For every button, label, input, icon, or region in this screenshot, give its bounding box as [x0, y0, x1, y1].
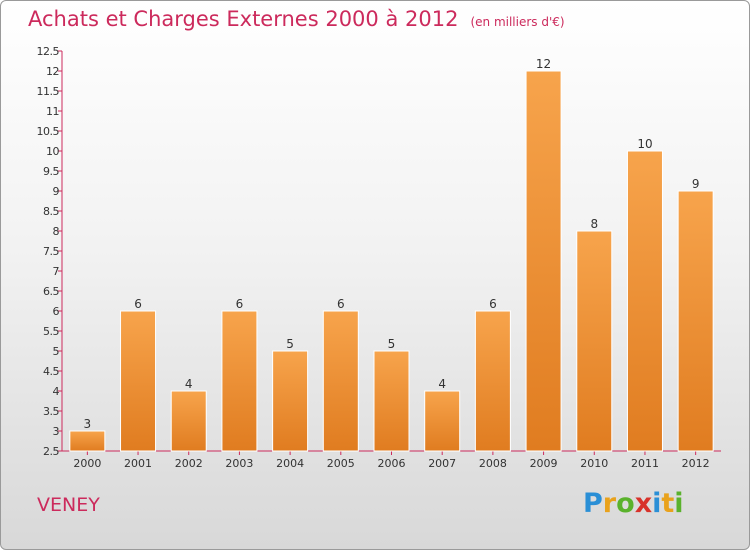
- x-tick-label: 2010: [580, 457, 608, 470]
- x-tick-label: 2009: [530, 457, 558, 470]
- bar: [424, 390, 461, 452]
- bar: [626, 150, 663, 452]
- y-tick-label: 12.5: [37, 45, 60, 58]
- bar: [120, 310, 157, 452]
- y-tick-label: 6: [53, 305, 60, 318]
- bar: [221, 310, 258, 452]
- x-tick-label: 2006: [378, 457, 406, 470]
- data-label: 4: [185, 377, 193, 391]
- y-tick-label: 4.5: [43, 365, 59, 378]
- x-tick-label: 2011: [631, 457, 659, 470]
- bar: [677, 190, 714, 452]
- y-tick-label: 4: [53, 385, 60, 398]
- data-label: 12: [536, 57, 551, 71]
- y-tick-label: 7: [53, 265, 60, 278]
- data-label: 10: [637, 137, 652, 151]
- bar: [373, 350, 410, 452]
- chart-subtitle: (en milliers d'€): [470, 15, 565, 29]
- bar: [272, 350, 309, 452]
- y-tick-label: 10.5: [37, 125, 60, 138]
- x-tick-label: 2003: [225, 457, 253, 470]
- bar: [474, 310, 511, 452]
- y-tick-label: 5: [53, 345, 60, 358]
- data-label: 5: [286, 337, 294, 351]
- x-tick-label: 2000: [73, 457, 101, 470]
- data-label: 6: [337, 297, 345, 311]
- y-tick-label: 3: [53, 425, 60, 438]
- bar: [69, 430, 106, 452]
- y-tick-label: 8: [53, 225, 60, 238]
- y-tick-label: 9: [53, 185, 60, 198]
- bar: [322, 310, 359, 452]
- data-label: 6: [134, 297, 142, 311]
- data-label: 6: [236, 297, 244, 311]
- y-tick-label: 9.5: [43, 165, 59, 178]
- y-tick-label: 7.5: [43, 245, 59, 258]
- chart-title: Achats et Charges Externes 2000 à 2012 (e…: [28, 7, 565, 31]
- x-tick-label: 2002: [175, 457, 203, 470]
- x-tick-label: 2008: [479, 457, 507, 470]
- data-label: 6: [489, 297, 497, 311]
- logo-letter: r: [602, 488, 617, 519]
- logo-letter: o: [616, 488, 635, 519]
- y-tick-label: 11: [46, 105, 59, 118]
- x-tick-label: 2001: [124, 457, 152, 470]
- data-label: 5: [388, 337, 396, 351]
- chart-title-text: Achats et Charges Externes 2000 à 2012: [28, 7, 459, 31]
- logo-letter: t: [661, 488, 675, 519]
- y-tick-label: 6.5: [43, 285, 59, 298]
- y-tick-label: 2.5: [43, 445, 59, 458]
- logo-letter: i: [674, 488, 684, 519]
- bar: [576, 230, 613, 452]
- logo-letter: i: [652, 488, 662, 519]
- data-label: 3: [84, 417, 92, 431]
- data-label: 4: [438, 377, 446, 391]
- data-label: 8: [590, 217, 598, 231]
- commune-name: VENEY: [37, 494, 100, 516]
- y-tick-label: 11.5: [37, 85, 60, 98]
- logo-letter: P: [583, 488, 603, 519]
- data-label: 9: [692, 177, 700, 191]
- bar: [525, 70, 562, 452]
- proxiti-logo: Proxiti: [583, 488, 684, 519]
- x-tick-label: 2012: [682, 457, 710, 470]
- x-tick-label: 2005: [327, 457, 355, 470]
- y-tick-label: 10: [46, 145, 59, 158]
- y-tick-label: 12: [46, 65, 59, 78]
- x-tick-label: 2004: [276, 457, 304, 470]
- y-tick-label: 8.5: [43, 205, 59, 218]
- y-tick-label: 5.5: [43, 325, 59, 338]
- logo-letter: x: [634, 488, 653, 519]
- bar: [170, 390, 207, 452]
- x-tick-label: 2007: [428, 457, 456, 470]
- y-tick-label: 3.5: [43, 405, 59, 418]
